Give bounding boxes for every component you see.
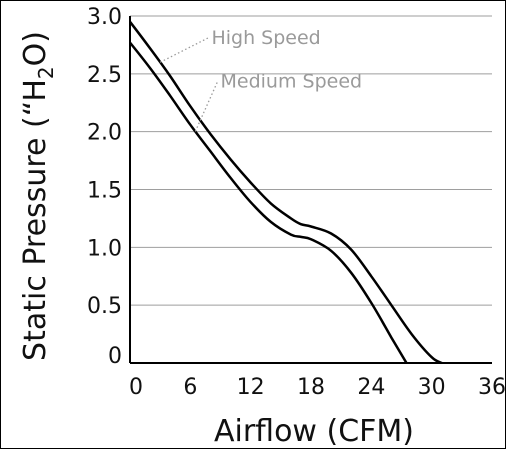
annotation-layer: High Speed Medium Speed bbox=[159, 27, 363, 132]
y-tick-label-6: 3.0 bbox=[87, 5, 122, 30]
series-layer bbox=[129, 21, 443, 365]
x-tick-label-3: 18 bbox=[297, 375, 325, 400]
x-tick-labels: 0 6 12 18 24 30 36 bbox=[129, 375, 506, 400]
x-tick-label-6: 36 bbox=[478, 375, 506, 400]
x-tick-label-0: 0 bbox=[129, 375, 143, 400]
series-line-high-speed bbox=[129, 21, 443, 365]
series-line-medium-speed bbox=[129, 41, 408, 364]
y-tick-label-2: 1.0 bbox=[87, 236, 122, 261]
x-tick-label-1: 6 bbox=[183, 375, 197, 400]
grid-lines bbox=[130, 15, 492, 306]
annotation-label-0: High Speed bbox=[211, 27, 320, 49]
annotation-leader-1 bbox=[194, 81, 219, 132]
x-tick-label-4: 24 bbox=[357, 375, 385, 400]
y-axis-title-end: O) bbox=[18, 31, 53, 66]
y-axis-title-subscript: 2 bbox=[34, 66, 58, 79]
y-tick-label-5: 2.5 bbox=[87, 63, 122, 88]
y-tick-labels: 0 0.5 1.0 1.5 2.0 2.5 3.0 bbox=[87, 5, 122, 369]
y-axis-title-main: Static Pressure (“H bbox=[18, 79, 53, 361]
annotation-label-1: Medium Speed bbox=[221, 71, 363, 93]
y-tick-label-0: 0 bbox=[108, 344, 122, 369]
annotation-leader-0 bbox=[159, 37, 209, 63]
x-tick-label-2: 12 bbox=[237, 375, 265, 400]
y-tick-label-4: 2.0 bbox=[87, 121, 122, 146]
y-axis-title: Static Pressure (“H2O) bbox=[18, 31, 58, 361]
x-tick-label-5: 30 bbox=[418, 375, 446, 400]
y-tick-label-3: 1.5 bbox=[87, 179, 122, 204]
y-tick-label-1: 0.5 bbox=[87, 294, 122, 319]
x-axis-title: Airflow (CFM) bbox=[214, 414, 414, 449]
